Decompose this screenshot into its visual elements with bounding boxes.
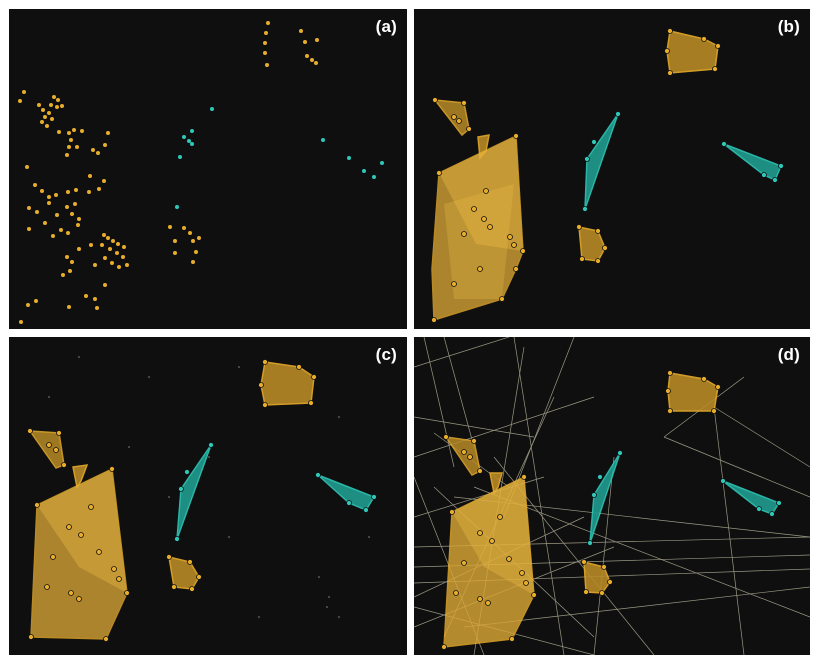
panel-a: (a) [9, 9, 407, 329]
gold-hulls [443, 372, 719, 648]
panel-a-label: (a) [375, 17, 397, 36]
panel-c-label: (c) [375, 345, 397, 364]
hull-vertices [27, 359, 317, 642]
panel-b-canvas [431, 28, 784, 323]
panel-a-canvas [18, 21, 384, 324]
panel-d-label: (d) [777, 345, 800, 364]
panel-b-label: (b) [777, 17, 800, 36]
teal-hulls [584, 113, 782, 210]
teal-hulls [589, 452, 781, 544]
panel-d-canvas [414, 337, 810, 655]
background-specks [48, 356, 370, 618]
hull-vertices [431, 28, 721, 323]
teal-vertices [582, 111, 784, 212]
teal-vertices [174, 442, 377, 542]
teal-vertices [587, 450, 782, 546]
panel-b: (b) [414, 9, 810, 329]
panel-c: (c) [9, 337, 407, 655]
gold-points [18, 21, 319, 324]
teal-points [175, 107, 384, 209]
teal-hulls [176, 444, 376, 540]
panel-c-canvas [27, 356, 377, 642]
gold-hulls [431, 30, 719, 322]
panel-d: (d) [414, 337, 810, 655]
hull-vertices [441, 370, 721, 650]
gold-hulls [28, 361, 315, 640]
